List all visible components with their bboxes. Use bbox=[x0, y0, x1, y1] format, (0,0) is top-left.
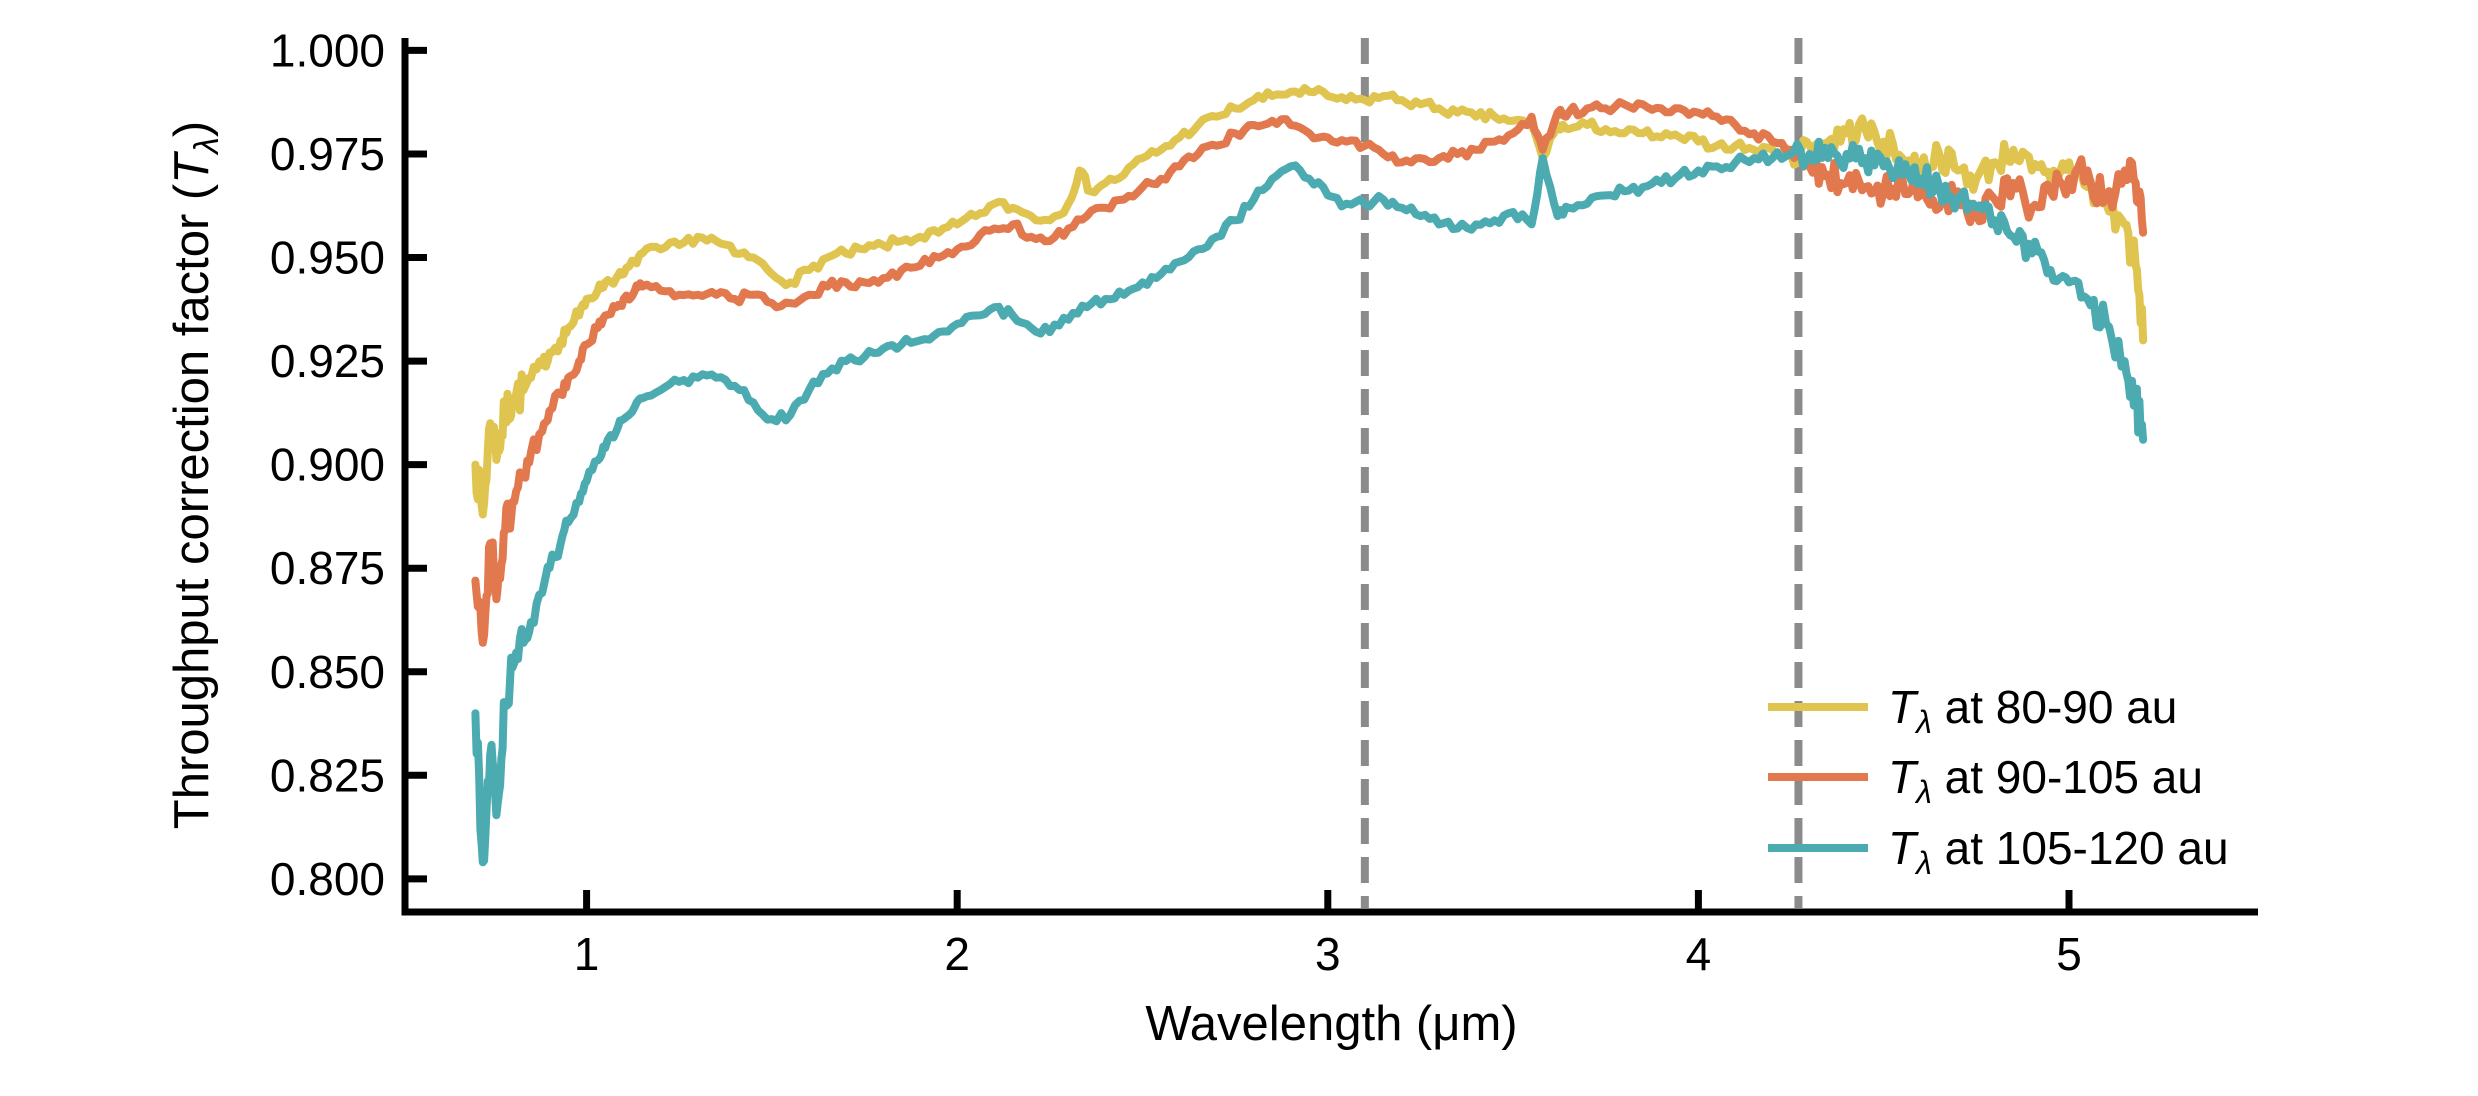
legend-label-2: Tλ at 105-120 au bbox=[1888, 822, 2229, 881]
x-tick-label: 2 bbox=[944, 928, 970, 980]
y-tick-label: 0.825 bbox=[270, 749, 385, 801]
y-tick-label: 0.850 bbox=[270, 646, 385, 698]
legend-label-0: Tλ at 80-90 au bbox=[1888, 681, 2177, 740]
legend-label-1: Tλ at 90-105 au bbox=[1888, 751, 2203, 810]
series-line-at-80-90-au bbox=[471, 84, 2148, 519]
x-tick-label: 3 bbox=[1315, 928, 1341, 980]
y-tick-label: 0.875 bbox=[270, 542, 385, 594]
y-tick-label: 0.925 bbox=[270, 335, 385, 387]
y-tick-label: 1.000 bbox=[270, 24, 385, 76]
x-tick-label: 1 bbox=[574, 928, 600, 980]
y-tick-label: 0.900 bbox=[270, 439, 385, 491]
y-axis-label: Throughput correction factor (Tλ) bbox=[165, 121, 226, 829]
x-axis-label: Wavelength (μm) bbox=[1145, 997, 1517, 1051]
x-tick-label: 5 bbox=[2056, 928, 2082, 980]
y-tick-label: 0.950 bbox=[270, 232, 385, 284]
y-tick-label: 0.975 bbox=[270, 128, 385, 180]
series-line-at-90-105-au bbox=[471, 98, 2148, 647]
x-tick-label: 4 bbox=[1686, 928, 1712, 980]
y-tick-label: 0.800 bbox=[270, 853, 385, 905]
series-line-at-105-120-au bbox=[471, 137, 2148, 867]
